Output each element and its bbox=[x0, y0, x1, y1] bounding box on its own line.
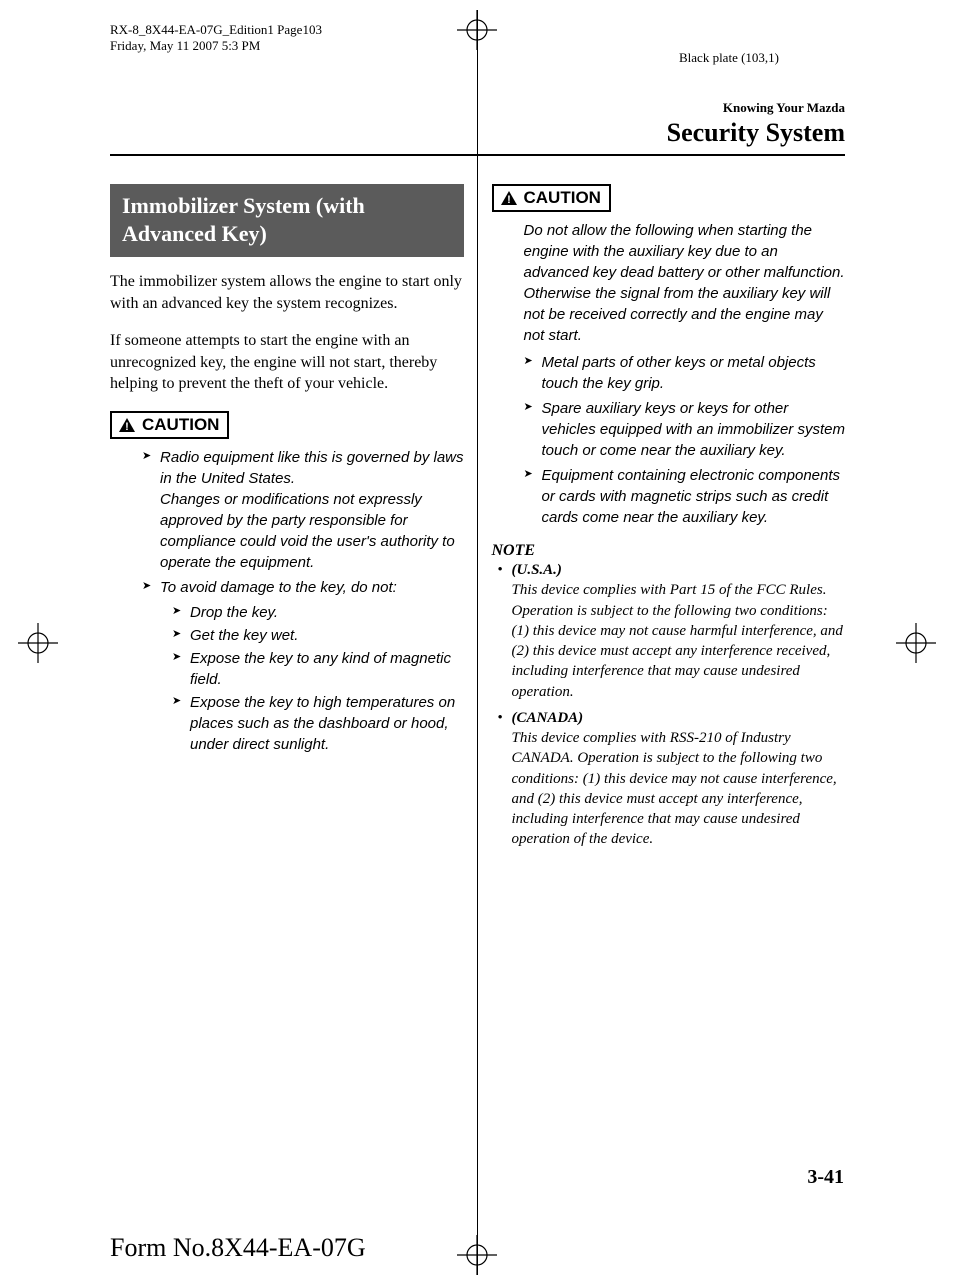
caution-content: Do not allow the following when starting… bbox=[492, 220, 846, 528]
caution-list: Radio equipment like this is governed by… bbox=[142, 447, 464, 755]
note-text: This device complies with RSS-210 of Ind… bbox=[512, 730, 837, 847]
doc-id: RX-8_8X44-EA-07G_Edition1 Page103 bbox=[110, 22, 322, 38]
caution-label: ! CAUTION bbox=[492, 184, 611, 212]
list-text: Radio equipment like this is governed by… bbox=[160, 449, 464, 487]
page-header: Knowing Your Mazda Security System bbox=[110, 100, 845, 148]
caution-intro: Do not allow the following when starting… bbox=[524, 220, 846, 346]
print-header: RX-8_8X44-EA-07G_Edition1 Page103 Friday… bbox=[110, 22, 322, 53]
warning-icon: ! bbox=[500, 190, 518, 206]
page-content: Knowing Your Mazda Security System Immob… bbox=[110, 100, 845, 856]
list-text: To avoid damage to the key, do not: bbox=[160, 579, 397, 596]
header-rule bbox=[110, 154, 845, 156]
registration-mark-icon bbox=[457, 10, 497, 50]
caution-text: CAUTION bbox=[142, 415, 219, 435]
list-item: Metal parts of other keys or metal objec… bbox=[524, 352, 846, 394]
registration-mark-icon bbox=[457, 1235, 497, 1275]
list-item: Drop the key. bbox=[172, 602, 464, 623]
list-item: (CANADA) This device complies with RSS-2… bbox=[496, 708, 846, 850]
body-paragraph: The immobilizer system allows the engine… bbox=[110, 271, 464, 314]
caution-content: Radio equipment like this is governed by… bbox=[110, 447, 464, 755]
doc-timestamp: Friday, May 11 2007 5:3 PM bbox=[110, 38, 322, 54]
list-item: Expose the key to any kind of magnetic f… bbox=[172, 648, 464, 690]
warning-icon: ! bbox=[118, 417, 136, 433]
column-left: Immobilizer System (with Advanced Key) T… bbox=[110, 184, 464, 856]
caution-box: ! CAUTION Radio equipment like this is g… bbox=[110, 411, 464, 755]
caution-box: ! CAUTION Do not allow the following whe… bbox=[492, 184, 846, 528]
form-number: Form No.8X44-EA-07G bbox=[110, 1233, 366, 1263]
note-text: This device complies with Part 15 of the… bbox=[512, 582, 843, 699]
section-title: Security System bbox=[110, 118, 845, 148]
column-right: ! CAUTION Do not allow the following whe… bbox=[492, 184, 846, 856]
registration-mark-icon bbox=[896, 623, 936, 663]
caution-text: CAUTION bbox=[524, 188, 601, 208]
note-block: NOTE (U.S.A.) This device complies with … bbox=[492, 542, 846, 850]
registration-mark-icon bbox=[18, 623, 58, 663]
note-region: (CANADA) bbox=[512, 710, 584, 726]
list-item: To avoid damage to the key, do not: Drop… bbox=[142, 577, 464, 755]
page-number: 3-41 bbox=[807, 1166, 844, 1189]
list-item: (U.S.A.) This device complies with Part … bbox=[496, 560, 846, 702]
svg-text:!: ! bbox=[507, 194, 511, 206]
list-item: Spare auxiliary keys or keys for other v… bbox=[524, 398, 846, 461]
body-paragraph: If someone attempts to start the engine … bbox=[110, 330, 464, 395]
black-plate: Black plate (103,1) bbox=[679, 50, 779, 66]
breadcrumb: Knowing Your Mazda bbox=[110, 100, 845, 116]
caution-label: ! CAUTION bbox=[110, 411, 229, 439]
note-region: (U.S.A.) bbox=[512, 562, 562, 578]
list-item: Expose the key to high temperatures on p… bbox=[172, 692, 464, 755]
list-item: Equipment containing electronic componen… bbox=[524, 465, 846, 528]
caution-list: Metal parts of other keys or metal objec… bbox=[524, 352, 846, 528]
list-text: Changes or modifications not expressly a… bbox=[160, 491, 455, 571]
columns: Immobilizer System (with Advanced Key) T… bbox=[110, 184, 845, 856]
note-list: (U.S.A.) This device complies with Part … bbox=[492, 560, 846, 850]
topic-heading: Immobilizer System (with Advanced Key) bbox=[110, 184, 464, 257]
list-item: Radio equipment like this is governed by… bbox=[142, 447, 464, 573]
note-title: NOTE bbox=[492, 542, 846, 560]
list-item: Get the key wet. bbox=[172, 625, 464, 646]
nested-list: Drop the key. Get the key wet. Expose th… bbox=[160, 602, 464, 755]
svg-text:!: ! bbox=[125, 421, 129, 433]
